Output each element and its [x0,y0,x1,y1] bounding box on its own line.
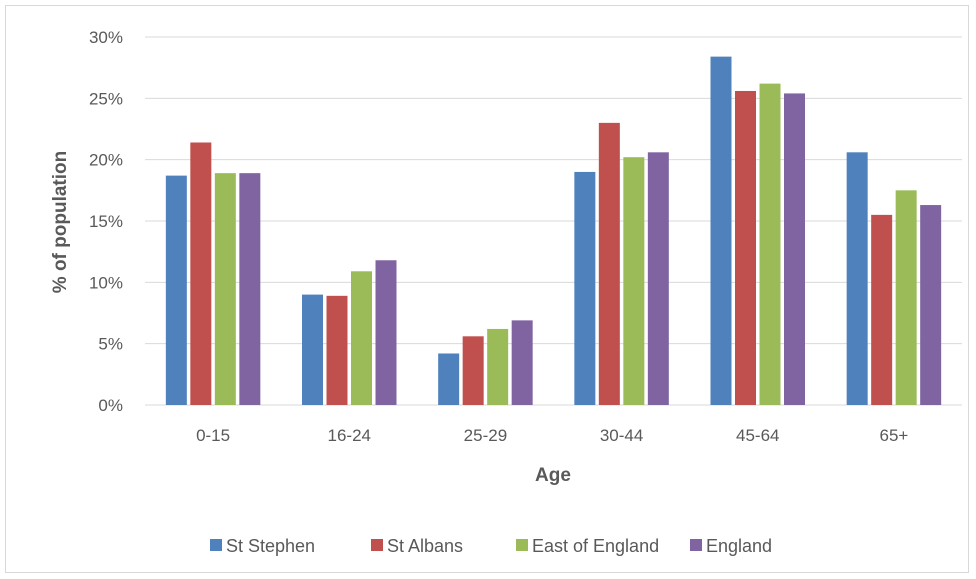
bar [895,190,917,405]
gridlines [145,36,962,406]
bar [190,142,212,405]
legend-label: St Stephen [226,536,315,556]
x-axis-tick-labels: 0-15 16-24 25-29 30-44 45-64 65+ [196,426,908,445]
y-tick-label: 25% [89,89,123,108]
chart-frame [5,5,969,573]
bar [574,171,596,405]
legend-label: East of England [532,536,659,556]
x-tick-label: 25-29 [464,426,507,445]
bar [438,353,460,405]
bar [214,173,236,405]
bar [647,152,669,405]
bar [165,175,187,405]
bar [351,271,372,405]
x-tick-label: 30-44 [600,426,643,445]
bar [920,205,942,405]
legend-swatch [516,539,528,551]
bar [326,295,348,405]
legend-label: St Albans [387,536,463,556]
y-tick-label: 20% [89,151,123,170]
bar [710,56,732,405]
legend-swatch [690,539,702,551]
bar [846,152,868,405]
bar [735,90,756,406]
bar [375,260,397,405]
legend-label: England [706,536,772,556]
bar [871,214,893,405]
bar [623,157,645,405]
bars [165,56,942,406]
bar [759,83,781,405]
x-tick-label: 0-15 [196,426,230,445]
bar [784,93,805,405]
bar [511,320,533,405]
x-tick-label: 65+ [879,426,908,445]
bar [302,294,323,405]
y-tick-label: 0% [98,396,123,415]
bar [462,336,484,405]
x-tick-label: 45-64 [736,426,779,445]
y-tick-label: 5% [98,335,123,354]
legend-swatch [210,539,222,551]
legend-swatch [371,539,383,551]
legend: St Stephen St Albans East of England Englan… [210,536,772,556]
y-tick-label: 10% [89,273,123,292]
bar [487,328,509,405]
y-axis-tick-labels: 0% 5% 10% 15% 20% 25% 30% [89,28,123,415]
y-tick-label: 30% [89,28,123,47]
x-tick-label: 16-24 [328,426,371,445]
bar [239,173,261,405]
x-axis-title: Age [535,465,571,486]
y-tick-label: 15% [89,212,123,231]
bar [598,122,620,405]
y-axis-title: % of population [50,151,71,293]
